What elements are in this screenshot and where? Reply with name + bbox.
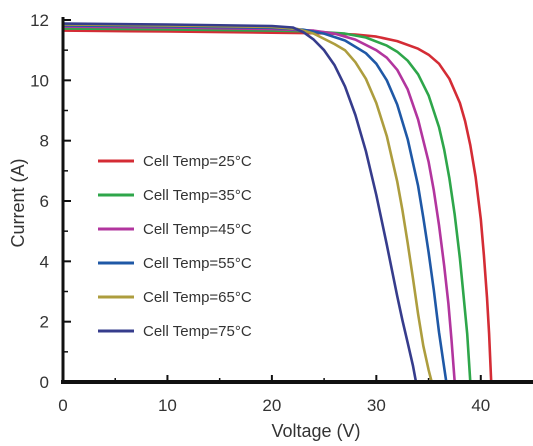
legend-label-3: Cell Temp=45°C [143, 221, 252, 238]
y-axis-title: Current (A) [8, 158, 28, 247]
y-tick-label-10: 10 [30, 71, 49, 90]
x-tick-label-20: 20 [262, 396, 281, 415]
x-tick-label-0: 0 [58, 396, 67, 415]
series-layer [61, 22, 493, 384]
y-tick-label-8: 8 [40, 132, 49, 151]
y-tick-label-2: 2 [40, 313, 49, 332]
legend-label-5: Cell Temp=65°C [143, 289, 252, 306]
series-line-2 [61, 27, 472, 384]
y-tick-label-0: 0 [40, 373, 49, 392]
legend-label-4: Cell Temp=55°C [143, 255, 252, 272]
x-tick-label-30: 30 [367, 396, 386, 415]
legend-label-6: Cell Temp=75°C [143, 323, 252, 340]
axes-layer [61, 17, 533, 384]
series-line-1 [61, 29, 493, 384]
x-tick-label-40: 40 [471, 396, 490, 415]
y-tick-label-12: 12 [30, 11, 49, 30]
series-line-4 [61, 24, 448, 384]
series-line-3 [61, 25, 456, 384]
y-tick-label-6: 6 [40, 192, 49, 211]
ticks-layer: 0 10 20 30 40 0 2 4 6 8 10 12 [30, 11, 490, 415]
legend-label-1: Cell Temp=25°C [143, 153, 252, 170]
series-line-6 [61, 22, 418, 384]
legend: Cell Temp=25°C Cell Temp=35°C Cell Temp=45… [98, 153, 252, 340]
x-axis-title: Voltage (V) [271, 421, 360, 441]
legend-label-2: Cell Temp=35°C [143, 187, 252, 204]
x-tick-label-10: 10 [158, 396, 177, 415]
y-tick-label-4: 4 [40, 252, 49, 271]
